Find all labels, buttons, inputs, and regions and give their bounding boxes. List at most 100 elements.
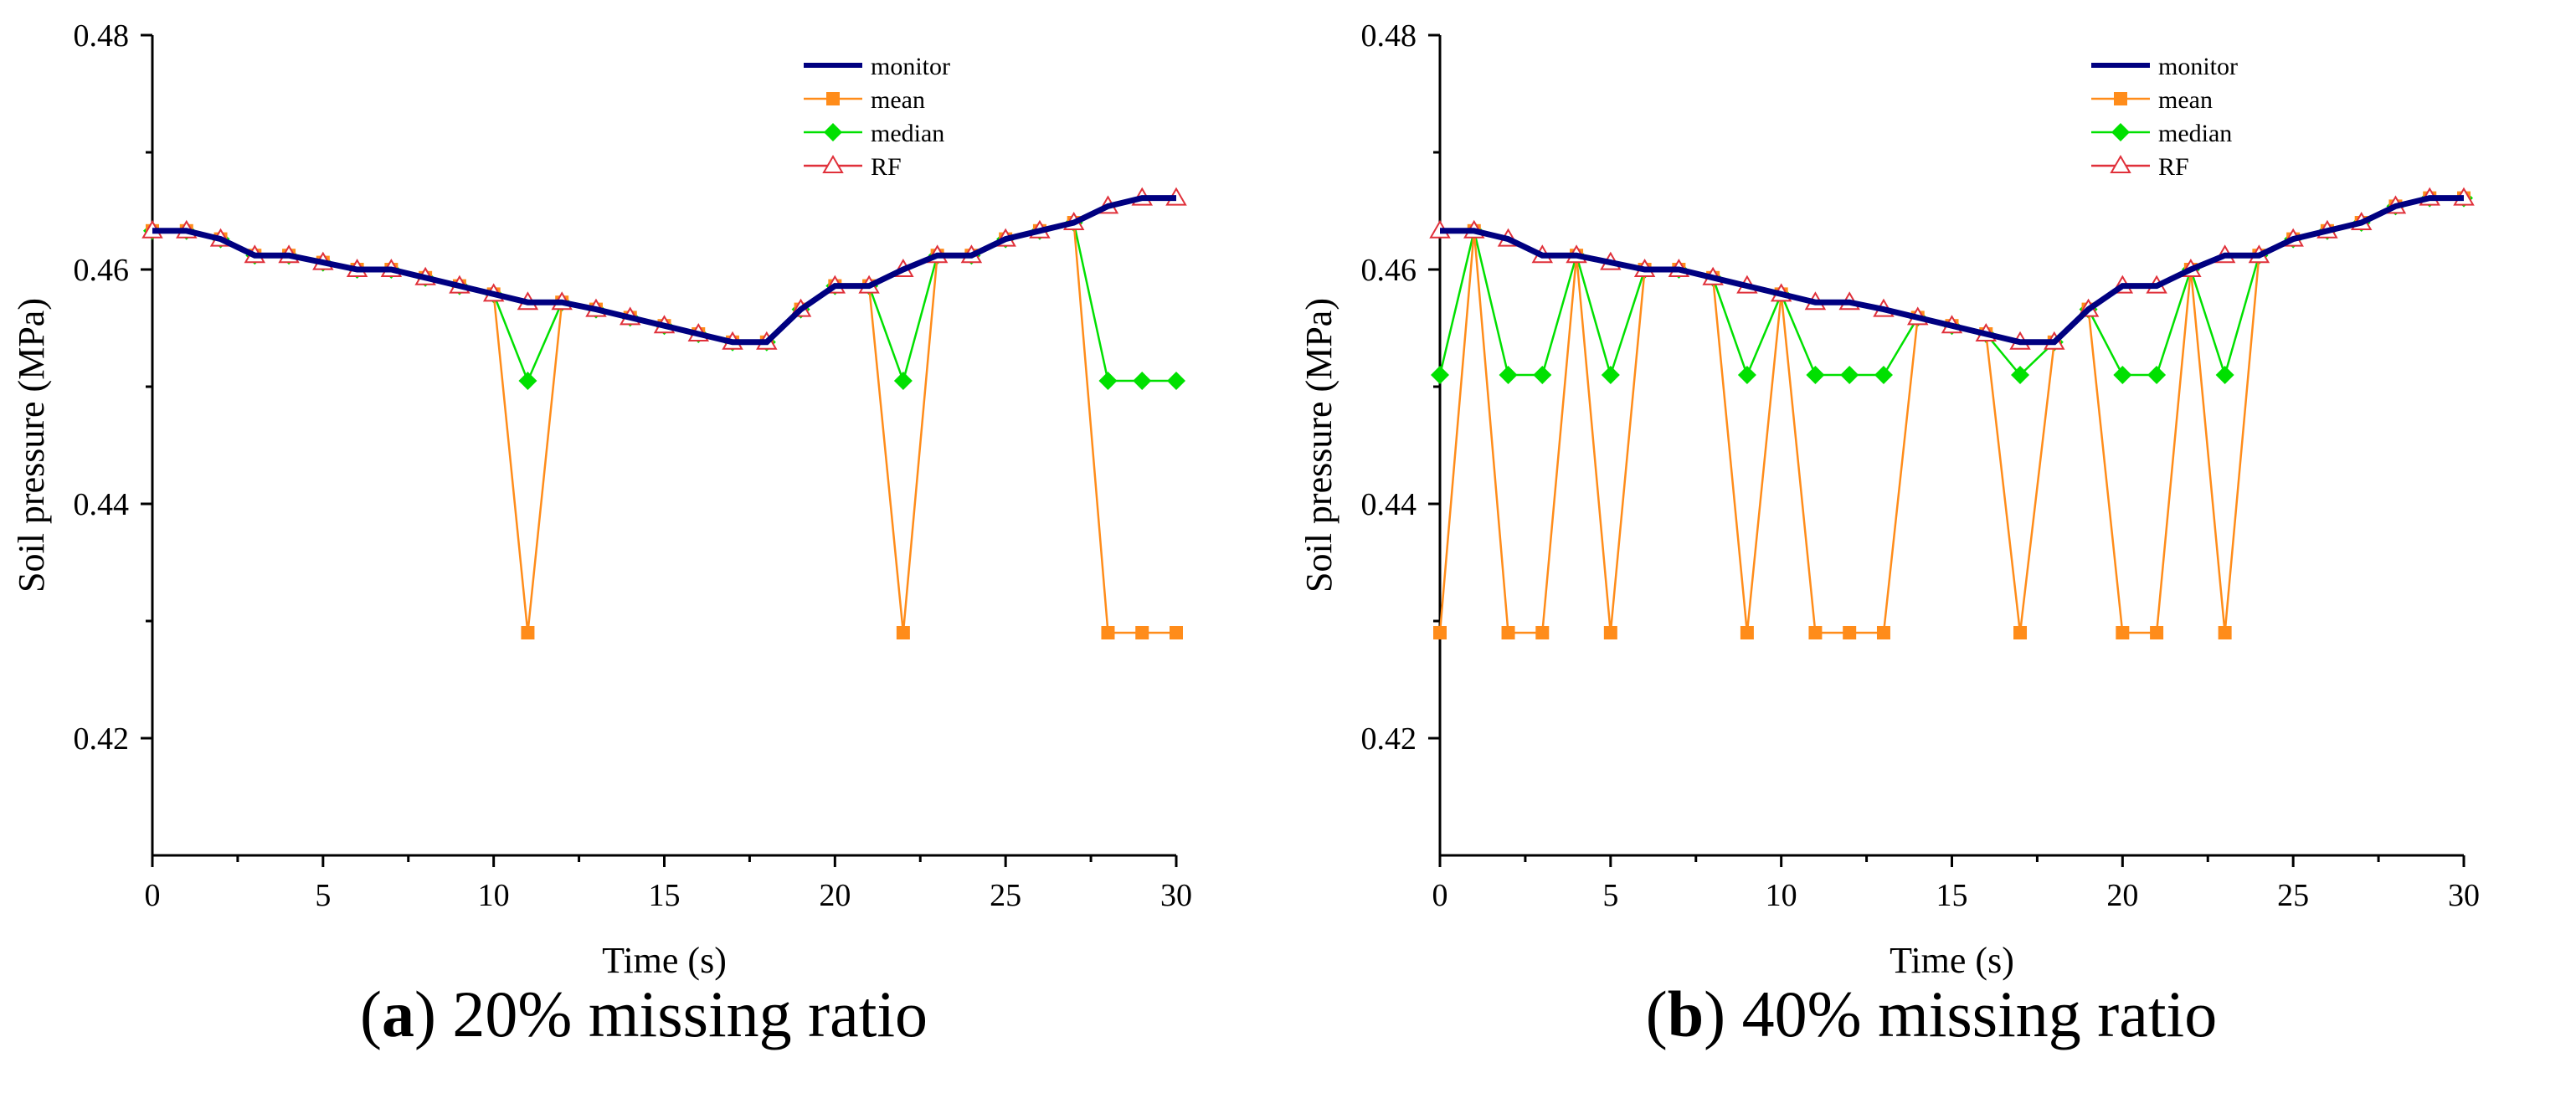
x-tick-label: 30: [2448, 878, 2480, 913]
legend-label: RF: [2158, 153, 2189, 181]
y-tick-label: 0.42: [1361, 721, 1417, 757]
x-tick-label: 25: [2277, 878, 2309, 913]
y-axis-label: Soil pressure (MPa): [1298, 298, 1339, 593]
series-line-monitor: [152, 195, 1176, 346]
series-median: [1431, 188, 2473, 384]
legend-label: monitor: [871, 53, 950, 80]
data-point-median: [1874, 366, 1893, 384]
data-point-mean: [1501, 626, 1515, 639]
data-point-mean: [1740, 626, 1754, 639]
data-point-mean: [2218, 626, 2232, 639]
series-line-monitor: [1440, 195, 2464, 346]
legend-marker: [824, 123, 842, 141]
x-tick-label: 0: [1432, 878, 1448, 913]
data-point-median: [1840, 366, 1859, 384]
data-point-median: [1133, 372, 1152, 390]
data-point-mean: [2116, 626, 2130, 639]
data-point-median: [1601, 366, 1620, 384]
series-median: [143, 213, 1185, 390]
y-tick-label: 0.44: [1361, 487, 1417, 522]
chart-panel-b: 0 5 10 15 20 25 30 0.42 0.44 0.46 0.48 Time (s) Soil…: [1288, 0, 2575, 1114]
legend-marker: [822, 155, 844, 173]
x-tick-label: 0: [145, 878, 161, 913]
series-line-median: [1438, 197, 2464, 379]
x-tick-label: 10: [478, 878, 510, 913]
legend-label: median: [871, 120, 944, 147]
x-tick-label: 30: [1160, 878, 1192, 913]
data-point-mean: [1876, 626, 1890, 639]
data-point-mean: [521, 626, 535, 639]
x-tick-label: 15: [649, 878, 681, 913]
legend-label: mean: [871, 86, 925, 114]
data-point-median: [1737, 366, 1756, 384]
line-chart-a: 0 5 10 15 20 25 30 0.42 0.44 0.46 0.48 Time (s) Soil…: [11, 18, 1192, 981]
data-point-mean: [1808, 626, 1823, 639]
data-point-median: [1499, 366, 1518, 384]
y-tick-label: 0.48: [1361, 18, 1417, 54]
legend-label: median: [2158, 120, 2232, 147]
caption-letter: a: [381, 978, 414, 1050]
legend-item-mean: mean: [804, 86, 925, 114]
series-line-mean: [1438, 197, 2464, 634]
legend-item-median: median: [2091, 120, 2232, 147]
series-mean: [146, 216, 1183, 639]
caption-text: ) 20% missing ratio: [414, 978, 928, 1050]
y-axis-label: Soil pressure (MPa): [11, 298, 52, 593]
legend-item-mean: mean: [2091, 86, 2213, 114]
series-monitor: [1440, 195, 2464, 346]
x-tick-label: 15: [1936, 878, 1968, 913]
legend-item-monitor: monitor: [2091, 53, 2238, 80]
data-point-median: [2011, 366, 2030, 384]
x-tick-label: 20: [819, 878, 851, 913]
data-point-mean: [1135, 626, 1149, 639]
caption-b: (b) 40% missing ratio: [1288, 975, 2575, 1054]
legend-label: RF: [871, 153, 902, 181]
data-point-mean: [1843, 626, 1857, 639]
legend-item-rf: RF: [804, 153, 902, 181]
caption-text: ) 40% missing ratio: [1704, 978, 2218, 1050]
data-point-median: [1098, 372, 1118, 390]
legend-marker: [2114, 92, 2127, 105]
chart-panel-a: 0 5 10 15 20 25 30 0.42 0.44 0.46 0.48 Time (s) Soil…: [0, 18, 1288, 1054]
y-tick-label: 0.46: [1361, 253, 1417, 288]
legend-marker: [826, 92, 840, 105]
data-point-mean: [1101, 626, 1115, 639]
x-tick-label: 25: [990, 878, 1021, 913]
data-point-median: [1533, 366, 1552, 384]
data-point-median: [2113, 366, 2132, 384]
data-point-mean: [2013, 626, 2028, 639]
y-tick-label: 0.42: [74, 721, 130, 757]
legend-item-rf: RF: [2091, 153, 2189, 181]
legend-item-monitor: monitor: [804, 53, 950, 80]
x-tick-label: 5: [315, 878, 331, 913]
legend-label: monitor: [2158, 53, 2238, 80]
data-point-median: [1806, 366, 1825, 384]
data-point-median: [1431, 366, 1449, 384]
data-point-median: [1167, 372, 1185, 390]
y-tick-label: 0.48: [74, 18, 130, 54]
data-point-median: [893, 372, 913, 390]
data-point-median: [2215, 366, 2234, 384]
data-point-mean: [1603, 626, 1617, 639]
legend-marker: [2110, 155, 2131, 173]
line-chart-b: 0 5 10 15 20 25 30 0.42 0.44 0.46 0.48 Time (s) Soil…: [1298, 18, 2480, 981]
caption-letter: b: [1667, 978, 1704, 1050]
caption-a: (a) 20% missing ratio: [0, 975, 1288, 1054]
series-monitor: [152, 195, 1176, 346]
x-axis-label: Time (s): [1890, 940, 2014, 981]
series-line-mean: [152, 221, 1176, 634]
data-point-mean: [896, 626, 910, 639]
legend-label: mean: [2158, 86, 2213, 114]
y-tick-label: 0.44: [74, 487, 130, 522]
data-point-mean: [1535, 626, 1550, 639]
caption-open: (: [1645, 978, 1668, 1050]
data-point-median: [2147, 366, 2167, 384]
data-point-median: [518, 372, 537, 390]
caption-open: (: [359, 978, 382, 1050]
series-line-median: [152, 221, 1176, 385]
data-point-mean: [1170, 626, 1183, 639]
data-point-mean: [1433, 626, 1447, 639]
x-tick-label: 10: [1766, 878, 1797, 913]
legend-item-median: median: [804, 120, 944, 147]
y-tick-label: 0.46: [74, 253, 130, 288]
